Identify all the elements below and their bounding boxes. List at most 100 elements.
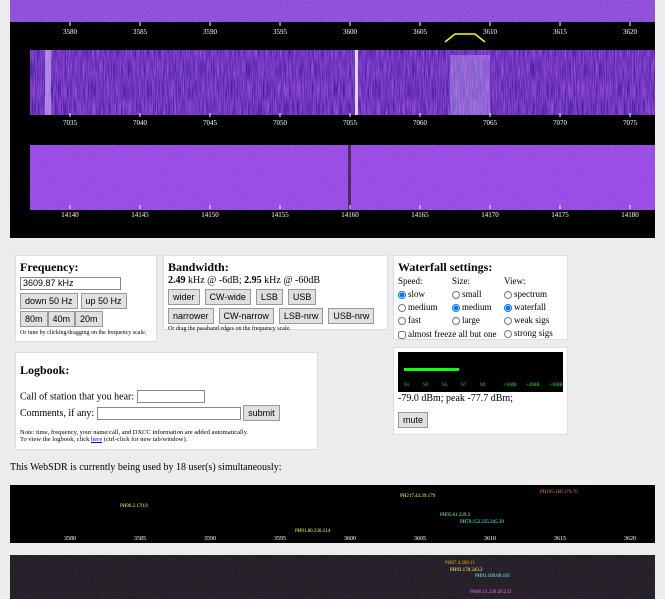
radio[interactable] <box>452 316 460 325</box>
option: small <box>452 288 498 301</box>
scale-label: 3595 <box>273 28 288 36</box>
button-row: wider CW-wide LSB USB <box>168 289 383 305</box>
smeter-label: S7 <box>461 383 467 388</box>
scale-label: 14155 <box>271 211 289 219</box>
band-button[interactable]: 20m <box>75 311 103 327</box>
radio[interactable] <box>504 303 512 312</box>
logbook-view: (ctrl-click for new tab/window). <box>103 436 188 443</box>
scale-label: 3595 <box>274 536 286 542</box>
bandwidth-button[interactable]: USB <box>287 289 317 305</box>
scale-label: 7040 <box>133 119 148 127</box>
users-display: 3580 3585 3590 3595 3600 3605 3610 3615 3620 PH90… <box>10 485 655 599</box>
bandwidth-panel: Bandwidth: 2.49 kHz @ -6dB; 2.95 kHz @ -… <box>163 255 388 332</box>
scale-label: 14160 <box>341 211 359 219</box>
logbook-link[interactable]: here <box>91 436 103 443</box>
option-label: weak sigs <box>514 315 550 325</box>
call-input[interactable] <box>136 390 205 403</box>
smeter-label: S3 <box>423 383 429 388</box>
bandwidth-button[interactable]: LSB-nrw <box>278 308 324 324</box>
radio[interactable] <box>504 316 512 325</box>
scale-label: 7060 <box>413 119 428 127</box>
option-label: strong sigs <box>514 328 553 338</box>
radio[interactable] <box>504 290 512 299</box>
scale-label: 14170 <box>481 211 499 219</box>
option: medium <box>398 301 446 314</box>
scale-label: 7035 <box>63 119 78 127</box>
option-title: Speed: <box>398 276 423 286</box>
radio[interactable] <box>398 316 406 325</box>
scale-label: 3590 <box>204 536 216 542</box>
option: slow <box>398 288 446 301</box>
user-label: PH86.51.230.20.233 <box>470 590 512 595</box>
scale-label: 3605 <box>414 536 426 542</box>
freeze-checkbox[interactable] <box>398 330 406 339</box>
scale-label: 3580 <box>63 28 78 36</box>
user-label: PH195.168.179.76 <box>540 490 578 495</box>
scale-label: 7065 <box>483 119 498 127</box>
bw-60db: 2.95 <box>244 275 262 286</box>
radio[interactable] <box>452 303 460 312</box>
smeter-label: S5 <box>442 383 448 388</box>
user-label: PH79.152.235.245.39 <box>460 520 504 525</box>
smeter-reading: -79.0 dBm; peak -77.7 dBm; <box>398 393 513 404</box>
radio[interactable] <box>452 290 460 299</box>
radio[interactable] <box>398 290 406 299</box>
option: large <box>452 314 498 327</box>
logbook-panel: Logbook: Call of station that you hear: … <box>15 352 318 450</box>
user-label: PH217.43.39.179 <box>400 494 436 499</box>
scale-label: 7050 <box>273 119 288 127</box>
bandwidth-button[interactable]: USB-nrw <box>328 308 375 324</box>
bandwidth-button[interactable]: CW-narrow <box>218 308 274 324</box>
radio[interactable] <box>504 329 512 338</box>
scale-label: 3590 <box>203 28 218 36</box>
logbook-note: Note: time, frequency, your name/call, a… <box>20 429 249 436</box>
scale-label: 3610 <box>484 536 496 542</box>
frequency-hint: Or tune by clicking/dragging on the freq… <box>20 330 147 336</box>
scale-label: 14165 <box>411 211 429 219</box>
frequency-input[interactable] <box>20 276 121 290</box>
band-button[interactable]: 80m <box>20 311 48 327</box>
option-label: small <box>462 289 482 299</box>
scale-label: 3585 <box>133 28 148 36</box>
user-label: PH93.178.243.2 <box>450 568 483 573</box>
user-label: PH91.80.230.214 <box>295 529 331 534</box>
scale-label: 3610 <box>483 28 498 36</box>
call-label: Call of station that you hear: <box>20 391 135 403</box>
comments-input[interactable] <box>96 406 241 420</box>
radio[interactable] <box>398 303 406 312</box>
waterfall-panel: Waterfall settings: Speed: slow medium fast… <box>393 255 568 340</box>
scale-label: 14175 <box>551 211 569 219</box>
option-label: medium <box>462 302 492 312</box>
bw-text: kHz @ -60dB <box>264 275 321 286</box>
tune-button[interactable]: down 50 Hz <box>20 293 78 309</box>
band-button[interactable]: 40m <box>47 311 76 327</box>
option: waterfall <box>504 301 553 314</box>
scale-label: 3600 <box>343 28 358 36</box>
scale-label: 3580 <box>64 536 76 542</box>
frequency-panel: Frequency: down 50 Hz up 50 Hz 80m40m20m… <box>15 255 157 342</box>
freeze-label: almost freeze all but one <box>408 329 497 339</box>
bandwidth-hint: Or drag the passband edges on the freque… <box>168 326 291 332</box>
scale-label: 3615 <box>554 536 566 542</box>
scale-label: 3585 <box>134 536 146 542</box>
option-label: medium <box>408 302 438 312</box>
bandwidth-button[interactable]: CW-wide <box>204 289 251 305</box>
comments-label: Comments, if any: <box>20 408 95 419</box>
smeter-label: +10dB <box>503 383 517 388</box>
smeter-panel: S1 S3 S5 S7 S9 +10dB +20dB +30dB -79.0 dBm; pea… <box>393 347 568 435</box>
bandwidth-button[interactable]: narrower <box>168 308 214 324</box>
submit-button[interactable]: submit <box>243 405 280 421</box>
scale-label: 14180 <box>621 211 639 219</box>
scale-label: 3620 <box>624 536 636 542</box>
scale-label: 3605 <box>413 28 428 36</box>
smeter-label: +30dB <box>549 383 563 388</box>
bandwidth-button[interactable]: wider <box>168 289 200 305</box>
option-title: Size: <box>452 276 470 286</box>
bandwidth-button[interactable]: LSB <box>255 289 283 305</box>
option-label: large <box>462 315 480 325</box>
scale-label: 3620 <box>623 28 638 36</box>
tune-button[interactable]: up 50 Hz <box>80 293 127 309</box>
mute-button[interactable]: mute <box>398 412 429 428</box>
user-label: PH91.169.60.161 <box>475 574 511 579</box>
users-text: This WebSDR is currently being used by 1… <box>10 462 282 473</box>
